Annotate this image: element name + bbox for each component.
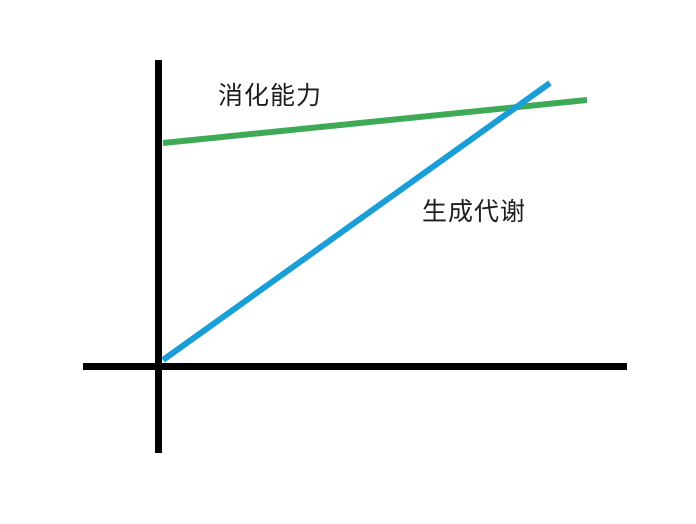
metabolism-label: 生成代谢 (422, 198, 527, 226)
metabolism-line (161, 80, 552, 363)
digestion-label: 消化能力 (218, 82, 323, 110)
